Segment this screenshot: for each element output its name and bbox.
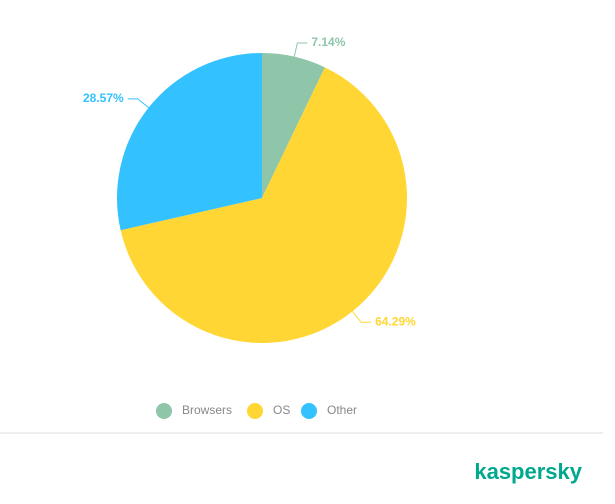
leader-line — [127, 98, 149, 108]
value-label: 28.57% — [83, 91, 124, 105]
legend-marker — [301, 403, 317, 419]
leader-line — [352, 311, 372, 323]
legend-label: Browsers — [182, 403, 232, 417]
pie-slice — [120, 67, 408, 344]
legend-label: Other — [327, 403, 357, 417]
pie-slice — [262, 53, 325, 198]
value-label: 64.29% — [375, 314, 416, 328]
pie-slice — [117, 53, 262, 231]
leader-line — [293, 42, 308, 57]
value-label: 7.14% — [311, 35, 345, 49]
legend-label: OS — [273, 403, 290, 417]
brand-logo: kaspersky — [474, 459, 582, 484]
legend-marker — [247, 403, 263, 419]
legend-marker — [156, 403, 172, 419]
